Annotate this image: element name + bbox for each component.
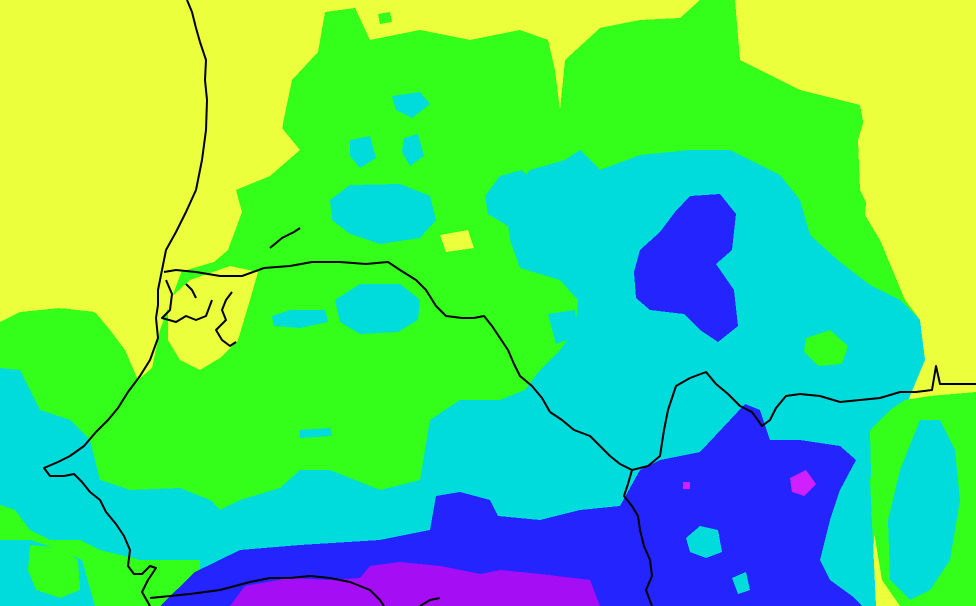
field-purple-south: [230, 562, 600, 606]
field-yellow-coastal: [0, 0, 300, 380]
border-mali-east: [631, 365, 976, 471]
field-cyan-island-10: [548, 310, 578, 344]
field-yellow-patch: [440, 230, 474, 252]
river-fragment-2: [161, 279, 213, 323]
field-cyan-island-2: [335, 284, 420, 334]
river-fragment-4: [185, 283, 197, 299]
field-blue-south: [160, 404, 862, 606]
field-cyan-west: [0, 368, 240, 560]
field-cyan-hole: [686, 526, 722, 558]
field-yellow-top-right: [745, 0, 802, 80]
country-borders: [43, 0, 976, 606]
field-magenta-spot: [790, 470, 816, 496]
field-cyan-island-9: [300, 428, 332, 438]
field-cyan-island-1: [330, 184, 436, 244]
border-south-east: [549, 411, 653, 606]
river-fragment-3: [215, 291, 237, 347]
field-yellow-east: [858, 0, 976, 300]
field-magenta-speck: [683, 482, 690, 489]
field-cyan-island-8: [566, 150, 590, 196]
field-cyan-island-7: [485, 170, 540, 226]
border-southern: [149, 575, 385, 606]
river-fragment-1: [269, 227, 301, 249]
field-green-west-pocket: [28, 545, 80, 598]
field-yellow-inland: [168, 266, 258, 370]
field-green-speck-2: [378, 12, 392, 24]
border-southern-2: [419, 597, 441, 606]
field-cyan-island-4: [350, 136, 376, 168]
field-green-island-1: [804, 330, 848, 366]
field-cyan-east-coast: [888, 420, 960, 600]
field-cyan-island-3: [272, 310, 328, 328]
border-senegal-river: [163, 261, 551, 413]
coastline: [43, 0, 208, 606]
field-cyan-speck: [732, 572, 750, 594]
field-blue-north: [634, 194, 738, 342]
field-yellow-top-mid: [372, 0, 690, 50]
field-cyan-island-6: [402, 134, 424, 166]
field-cyan-island-5: [392, 92, 430, 118]
